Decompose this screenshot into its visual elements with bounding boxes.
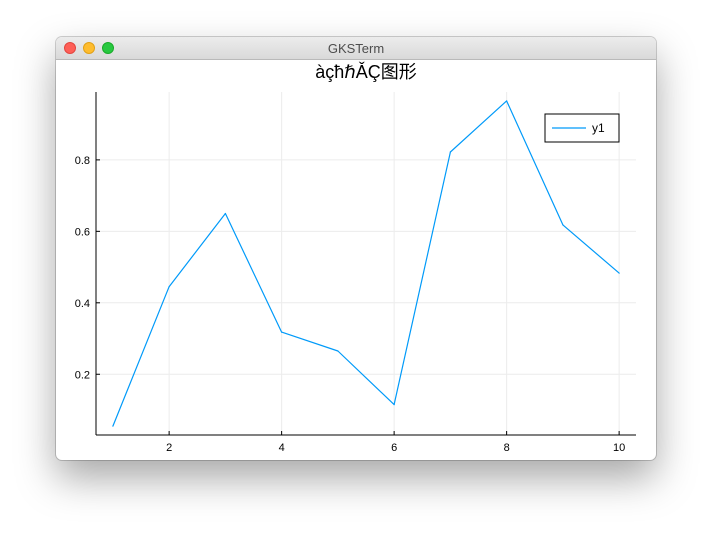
- window-title: GKSTerm: [327, 41, 385, 56]
- x-tick-label: 10: [613, 442, 625, 454]
- chart-title: àçħℏǍÇ图形: [315, 62, 416, 82]
- plot-area: àçħℏǍÇ图形 2 4 6 8 10 0.2 0.4 0.6 0.8 y1: [56, 60, 656, 460]
- y-tick-label: 0.8: [75, 155, 90, 167]
- data-point: [562, 224, 564, 226]
- data-point: [506, 100, 508, 102]
- data-point: [281, 331, 283, 333]
- data-point: [112, 425, 114, 427]
- x-tick-label: 4: [279, 442, 285, 454]
- series-layer: [112, 100, 620, 427]
- data-point: [337, 350, 339, 352]
- zoom-button[interactable]: [102, 42, 114, 54]
- x-tick-label: 6: [391, 442, 397, 454]
- series-line-y1: [112, 100, 620, 427]
- gksterm-window: GKSTerm àçħℏǍÇ图形 2 4 6 8 10 0.2 0.4 0.6 0.8 y1: [56, 37, 656, 460]
- close-button[interactable]: [64, 42, 76, 54]
- line-chart: àçħℏǍÇ图形 2 4 6 8 10 0.2 0.4 0.6 0.8 y1: [75, 62, 636, 454]
- data-point: [393, 404, 395, 406]
- data-point: [224, 212, 226, 215]
- legend: y1: [544, 113, 620, 143]
- grid: [96, 92, 636, 435]
- data-point: [449, 151, 451, 153]
- data-point: [168, 286, 170, 288]
- x-tick-label: 2: [166, 442, 172, 454]
- y-tick-label: 0.2: [75, 369, 90, 381]
- y-tick-label: 0.4: [75, 298, 90, 310]
- legend-label-y1: y1: [592, 121, 605, 135]
- data-point: [618, 272, 620, 274]
- y-tick-label: 0.6: [75, 226, 90, 238]
- minimize-button[interactable]: [83, 42, 95, 54]
- x-tick-label: 8: [504, 442, 510, 454]
- title-bar[interactable]: GKSTerm: [56, 37, 656, 60]
- axes: [95, 92, 636, 436]
- tick-labels: 2 4 6 8 10 0.2 0.4 0.6 0.8: [75, 155, 626, 454]
